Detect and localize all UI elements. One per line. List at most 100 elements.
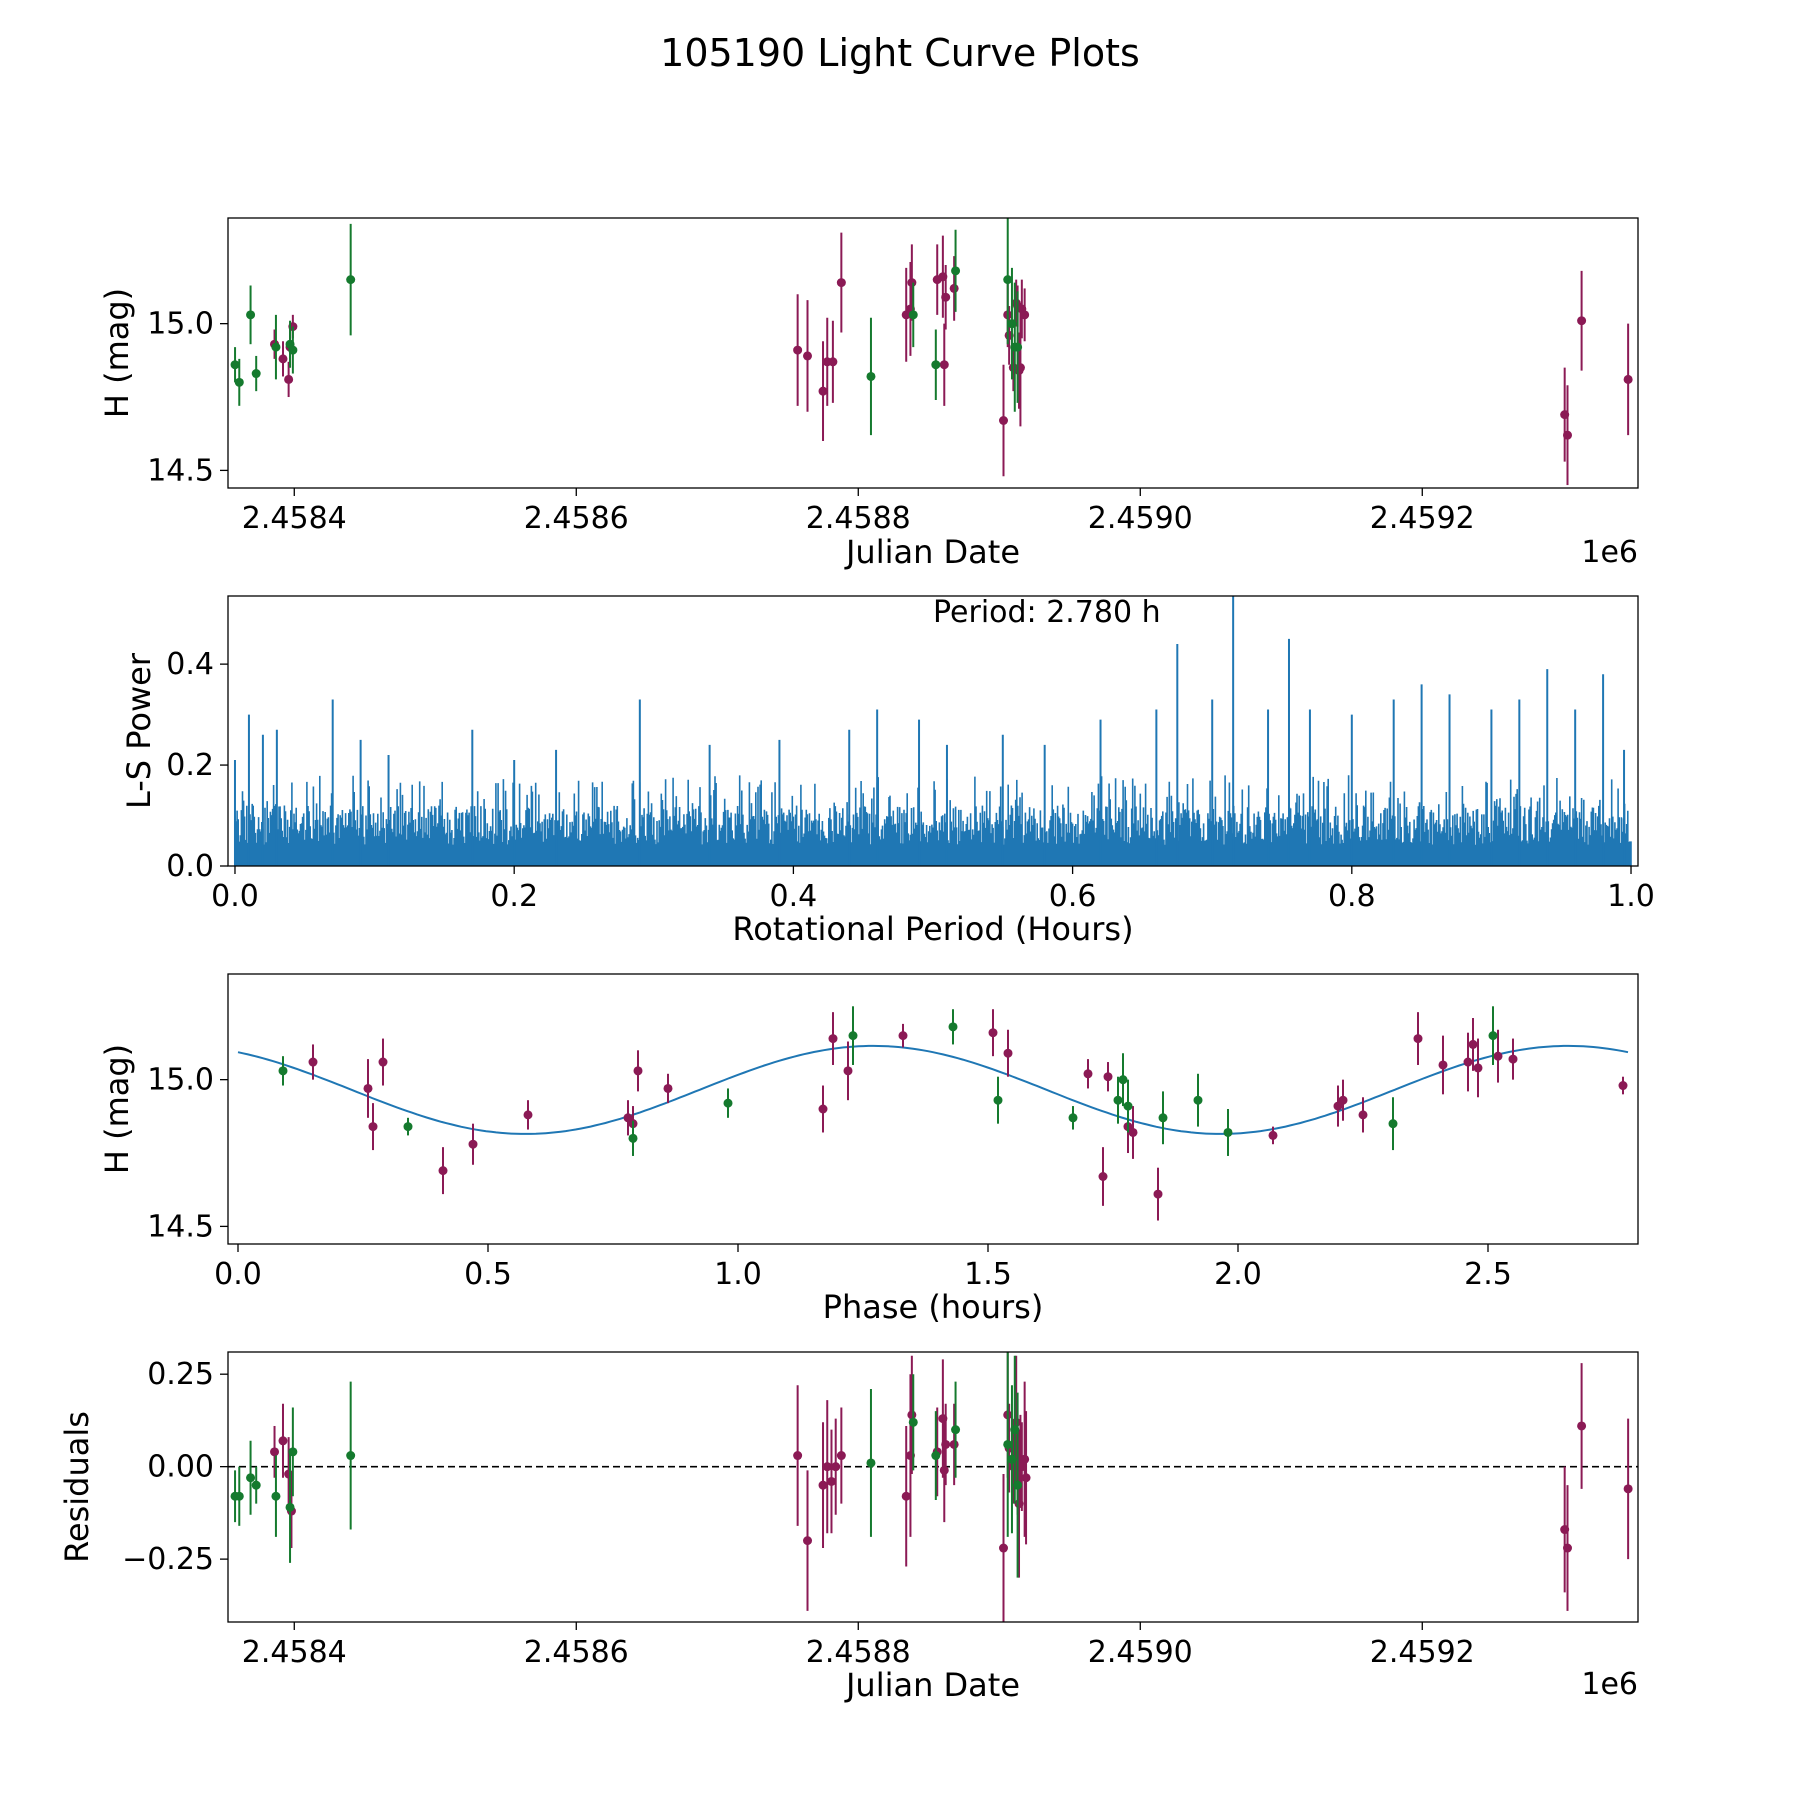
- light-curve-filter-a-point: [1577, 316, 1587, 326]
- residuals-filter-b-point: [288, 1447, 298, 1457]
- phased-filter-a-point: [363, 1083, 373, 1093]
- residuals-filter-a-point: [939, 1465, 949, 1475]
- light-curve-filter-b-point: [931, 360, 941, 370]
- light-curve-filter-b-point: [234, 377, 244, 387]
- light-curve-filter-b-point: [951, 266, 961, 276]
- light-curve-x-tick-label: 2.4584: [242, 501, 347, 536]
- phased-filter-a-point: [378, 1057, 388, 1067]
- residuals-x-tick-label: 2.4584: [242, 1635, 347, 1670]
- phased-x-tick-label: 0.5: [464, 1257, 512, 1292]
- phased-filter-a-point: [1083, 1069, 1093, 1079]
- phased-filter-a-point: [818, 1104, 828, 1114]
- phased-filter-a-point: [1128, 1127, 1138, 1137]
- phased-filter-b-point: [1193, 1095, 1203, 1105]
- periodogram-y-tick-label: 0.4: [166, 647, 214, 682]
- phased-x-tick-label: 1.0: [714, 1257, 762, 1292]
- phased-filter-b-point: [1113, 1095, 1123, 1105]
- light-curve-filter-a-point: [999, 416, 1008, 425]
- light-curve-marks: [230, 218, 1633, 486]
- phased-filter-a-point: [1438, 1060, 1448, 1070]
- periodogram-y-tick-label: 0.2: [166, 748, 214, 783]
- residuals-y-tick-label: 0.25: [147, 1357, 214, 1392]
- light-curve-filter-b-point: [1003, 275, 1013, 285]
- phased-filter-b-point: [628, 1133, 638, 1143]
- phased-filter-a-point: [468, 1139, 478, 1149]
- phased-filter-a-point: [1098, 1172, 1108, 1181]
- periodogram-panel: 0.0 0.2 0.4 0.6 0.8 1.0 0.0 0.2 0.4 Period: 2.78…: [120, 595, 1655, 948]
- light-curve-filter-a-point: [284, 374, 294, 384]
- phased-filter-a-point: [1618, 1081, 1628, 1091]
- light-curve-x-tick-label: 2.4592: [1370, 501, 1475, 536]
- residuals-filter-a-point: [1623, 1484, 1633, 1494]
- light-curve-y-tick-label: 14.5: [147, 453, 214, 488]
- periodogram-x-tick-label: 1.0: [1607, 879, 1655, 914]
- light-curve-filter-b-point: [866, 371, 876, 381]
- phased-filter-a-point: [1003, 1048, 1013, 1058]
- residuals-filter-b-point: [246, 1473, 256, 1483]
- phased-filter-b-point: [1488, 1031, 1498, 1041]
- residuals-filter-a-point: [270, 1447, 280, 1457]
- residuals-ticks: 2.4584 2.4586 2.4588 2.4590 2.4592 0.25 0.00 −0…: [122, 1357, 1475, 1670]
- phased-filter-a-point: [1413, 1034, 1423, 1044]
- light-curve-filter-b-point: [230, 360, 240, 370]
- residuals-filter-b-point: [346, 1451, 356, 1461]
- residuals-filter-b-point: [271, 1491, 281, 1501]
- light-curve-filter-b-point: [288, 345, 298, 355]
- light-curve-filter-a-point: [836, 278, 846, 288]
- residuals-x-tick-label: 2.4586: [524, 1635, 629, 1670]
- phased-filter-a-point: [308, 1057, 318, 1067]
- residuals-filter-a-point: [1563, 1543, 1572, 1553]
- phased-filter-a-point: [1153, 1189, 1163, 1199]
- periodogram-x-tick-label: 0.0: [211, 879, 259, 914]
- periodogram-frame: [227, 595, 1639, 867]
- phased-filter-a-point: [828, 1034, 838, 1044]
- phased-filter-a-point: [438, 1166, 448, 1176]
- light-curve-filter-a-point: [818, 386, 828, 396]
- residuals-filter-a-point: [831, 1462, 841, 1472]
- phased-filter-b-point: [993, 1095, 1003, 1105]
- light-curve-filter-a-point: [949, 283, 959, 293]
- phased-filter-a-point: [623, 1113, 633, 1123]
- light-curve-filter-b-point: [271, 342, 281, 352]
- phased-filter-a-point: [1473, 1063, 1483, 1073]
- residuals-filter-a-point: [1577, 1421, 1587, 1431]
- phased-filter-a-point: [1508, 1054, 1518, 1064]
- periodogram-y-tick-label: 0.0: [166, 849, 214, 884]
- periodogram-x-tick-label: 0.2: [490, 879, 538, 914]
- phased-frame: [227, 973, 1639, 1245]
- periodogram-x-tick-label: 0.6: [1049, 879, 1097, 914]
- residuals-panel: 2.4584 2.4586 2.4588 2.4590 2.4592 0.25 0.00 −0…: [58, 1351, 1639, 1704]
- phased-marks: [237, 1006, 1629, 1221]
- phased-x-tick-label: 2.5: [1464, 1257, 1512, 1292]
- residuals-ylabel: Residuals: [58, 1411, 96, 1563]
- periodogram-annotation: Period: 2.780 h: [933, 595, 1161, 630]
- periodogram-marks: [233, 596, 1632, 866]
- phased-filter-b-point: [278, 1066, 288, 1076]
- figure-title: 105190 Light Curve Plots: [660, 31, 1140, 75]
- phased-filter-b-point: [1068, 1113, 1078, 1123]
- residuals-y-tick-label: 0.00: [147, 1450, 214, 1485]
- phased-filter-b-point: [848, 1031, 858, 1041]
- phased-filter-a-point: [1103, 1072, 1113, 1082]
- periodogram-ylabel: L-S Power: [120, 652, 158, 809]
- phased-xlabel: Phase (hours): [823, 1288, 1044, 1326]
- residuals-filter-b-point: [1003, 1439, 1013, 1449]
- light-curve-x-tick-label: 2.4590: [1088, 501, 1193, 536]
- phased-ylabel: H (mag): [98, 1044, 136, 1174]
- light-curve-filter-a-point: [828, 357, 838, 367]
- phased-filter-a-point: [1468, 1039, 1478, 1049]
- phased-filter-a-point: [1358, 1110, 1368, 1120]
- residuals-filter-a-point: [941, 1439, 951, 1449]
- residuals-filter-b-point: [285, 1502, 295, 1512]
- residuals-marks: [228, 1352, 1638, 1622]
- residuals-filter-a-point: [999, 1543, 1008, 1553]
- light-curve-filter-a-point: [793, 345, 803, 355]
- light-curve-filter-b-point: [246, 310, 256, 320]
- residuals-frame: [227, 1351, 1639, 1623]
- light-curve-filter-a-point: [941, 292, 951, 302]
- residuals-x-tick-label: 2.4588: [806, 1635, 911, 1670]
- light-curve-filter-b-point: [346, 275, 356, 285]
- light-curve-filter-b-point: [251, 369, 261, 379]
